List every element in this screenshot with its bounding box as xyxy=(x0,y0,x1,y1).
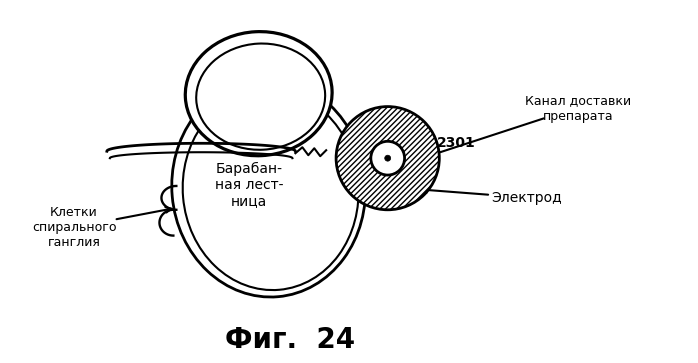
Text: Лестница
преддверия: Лестница преддверия xyxy=(214,78,303,109)
Text: Канал доставки
препарата: Канал доставки препарата xyxy=(525,95,631,123)
Text: Барабан-
ная лест-
ница: Барабан- ная лест- ница xyxy=(214,162,283,208)
Text: Электрод: Электрод xyxy=(491,191,562,205)
Circle shape xyxy=(371,141,405,175)
Text: Клетки
спирального
ганглия: Клетки спирального ганглия xyxy=(32,206,117,249)
Ellipse shape xyxy=(185,32,332,156)
Ellipse shape xyxy=(172,79,366,297)
Text: 2301: 2301 xyxy=(438,136,476,150)
Text: Фиг.  24: Фиг. 24 xyxy=(225,326,355,354)
Circle shape xyxy=(385,155,391,161)
Circle shape xyxy=(336,107,439,210)
